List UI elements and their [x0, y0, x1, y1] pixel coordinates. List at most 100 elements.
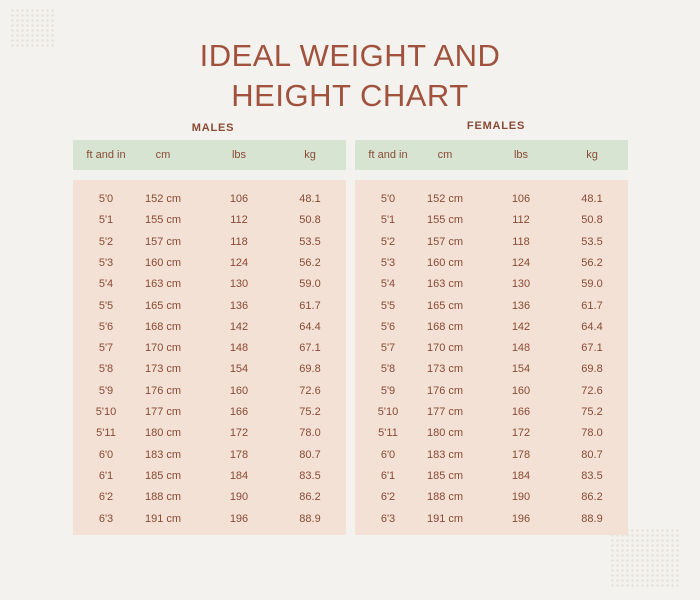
title-line-1: IDEAL WEIGHT AND	[199, 38, 501, 73]
height-cm-cell: 188 cm	[144, 491, 182, 504]
height-ft-in-cell: 5'4	[98, 278, 114, 291]
weight-lbs-cell: 190	[511, 491, 531, 504]
table-row: 5'5 165 cm 136 61.7	[73, 300, 346, 321]
weight-kg-cell: 59.0	[299, 278, 321, 291]
females-label: FEMALES	[466, 120, 526, 132]
decorative-dots	[610, 528, 680, 588]
height-ft-in-cell: 5'9	[98, 384, 114, 397]
height-ft-in-cell: 6'3	[98, 512, 114, 525]
weight-lbs-cell: 136	[511, 299, 531, 312]
weight-kg-cell: 88.9	[581, 512, 603, 525]
header-kg: kg	[586, 149, 598, 161]
weight-lbs-cell: 166	[229, 406, 249, 418]
weight-kg-cell: 80.7	[581, 448, 603, 461]
weight-lbs-cell: 124	[511, 256, 531, 269]
males-table-body: 5'0 152 cm 106 48.1 5'1 155 cm 112 50.8 5'2 157 c…	[73, 180, 346, 535]
table-row: 5'10 177 cm 166 75.2	[73, 406, 346, 427]
males-label: MALES	[191, 122, 235, 134]
weight-lbs-cell: 184	[511, 469, 531, 482]
height-cm-cell: 165 cm	[144, 299, 182, 312]
height-ft-in-cell: 5'2	[380, 235, 396, 248]
table-row: 5'1 155 cm 112 50.8	[355, 214, 628, 235]
height-ft-in-cell: 5'5	[98, 299, 114, 312]
weight-lbs-cell: 142	[229, 320, 249, 333]
weight-kg-cell: 86.2	[299, 491, 321, 504]
weight-lbs-cell: 130	[229, 278, 249, 291]
table-row: 5'9 176 cm 160 72.6	[73, 385, 346, 406]
weight-kg-cell: 48.1	[581, 193, 603, 205]
height-cm-cell: 163 cm	[144, 278, 182, 291]
height-ft-in-cell: 5'10	[95, 406, 117, 418]
weight-kg-cell: 83.5	[299, 469, 321, 482]
table-row: 5'11 180 cm 172 78.0	[73, 427, 346, 448]
weight-kg-cell: 64.4	[581, 320, 603, 333]
header-ft-in: ft and in	[86, 149, 126, 161]
height-ft-in-cell: 6'2	[98, 491, 114, 504]
weight-kg-cell: 78.0	[299, 427, 321, 440]
table-row: 5'10 177 cm 166 75.2	[355, 406, 628, 427]
weight-lbs-cell: 130	[511, 278, 531, 291]
height-cm-cell: 170 cm	[426, 342, 464, 355]
weight-lbs-cell: 178	[229, 448, 249, 461]
height-cm-cell: 157 cm	[426, 235, 464, 248]
table-row: 5'11 180 cm 172 78.0	[355, 427, 628, 448]
height-cm-cell: 191 cm	[144, 512, 182, 525]
height-ft-in-cell: 6'1	[380, 469, 396, 482]
weight-kg-cell: 72.6	[299, 384, 321, 397]
height-ft-in-cell: 5'2	[98, 235, 114, 248]
height-ft-in-cell: 5'1	[380, 214, 396, 227]
height-cm-cell: 176 cm	[144, 384, 182, 397]
table-row: 6'1 185 cm 184 83.5	[355, 470, 628, 491]
weight-kg-cell: 56.2	[299, 256, 321, 269]
header-kg: kg	[304, 149, 316, 161]
weight-lbs-cell: 196	[511, 512, 531, 525]
weight-kg-cell: 83.5	[581, 469, 603, 482]
height-cm-cell: 168 cm	[426, 320, 464, 333]
weight-kg-cell: 80.7	[299, 448, 321, 461]
table-row: 5'6 168 cm 142 64.4	[73, 321, 346, 342]
weight-kg-cell: 67.1	[299, 342, 321, 355]
height-ft-in-cell: 5'7	[380, 342, 396, 355]
height-ft-in-cell: 5'8	[98, 363, 114, 376]
height-ft-in-cell: 6'0	[98, 448, 114, 461]
table-row: 5'3 160 cm 124 56.2	[73, 257, 346, 278]
weight-lbs-cell: 190	[229, 491, 249, 504]
height-ft-in-cell: 5'11	[378, 427, 398, 440]
weight-kg-cell: 67.1	[581, 342, 603, 355]
table-row: 5'4 163 cm 130 59.0	[355, 278, 628, 299]
height-ft-in-cell: 5'6	[98, 320, 114, 333]
weight-kg-cell: 61.7	[581, 299, 603, 312]
height-cm-cell: 177 cm	[426, 406, 464, 418]
weight-lbs-cell: 184	[229, 469, 249, 482]
weight-kg-cell: 59.0	[581, 278, 603, 291]
table-row: 6'2 188 cm 190 86.2	[355, 491, 628, 512]
table-row: 5'8 173 cm 154 69.8	[73, 363, 346, 384]
weight-kg-cell: 72.6	[581, 384, 603, 397]
height-cm-cell: 188 cm	[426, 491, 464, 504]
weight-kg-cell: 75.2	[299, 406, 321, 418]
height-cm-cell: 191 cm	[426, 512, 464, 525]
males-table-header: ft and in cm lbs kg	[73, 140, 346, 170]
table-row: 6'3 191 cm 196 88.9	[73, 513, 346, 534]
table-row: 6'0 183 cm 178 80.7	[73, 449, 346, 470]
height-ft-in-cell: 5'10	[377, 406, 399, 418]
height-ft-in-cell: 5'1	[98, 214, 114, 227]
table-row: 5'7 170 cm 148 67.1	[73, 342, 346, 363]
table-row: 5'4 163 cm 130 59.0	[73, 278, 346, 299]
height-ft-in-cell: 6'3	[380, 512, 396, 525]
weight-kg-cell: 50.8	[581, 214, 603, 227]
height-cm-cell: 180 cm	[144, 427, 182, 440]
weight-kg-cell: 69.8	[299, 363, 321, 376]
height-cm-cell: 176 cm	[426, 384, 464, 397]
height-cm-cell: 152 cm	[426, 193, 464, 205]
table-row: 6'1 185 cm 184 83.5	[73, 470, 346, 491]
height-cm-cell: 185 cm	[426, 469, 464, 482]
weight-lbs-cell: 172	[511, 427, 531, 440]
weight-lbs-cell: 112	[230, 214, 248, 227]
weight-kg-cell: 48.1	[299, 193, 321, 205]
height-cm-cell: 173 cm	[144, 363, 182, 376]
height-cm-cell: 160 cm	[144, 256, 182, 269]
weight-lbs-cell: 172	[229, 427, 249, 440]
weight-kg-cell: 78.0	[581, 427, 603, 440]
height-ft-in-cell: 5'5	[380, 299, 396, 312]
